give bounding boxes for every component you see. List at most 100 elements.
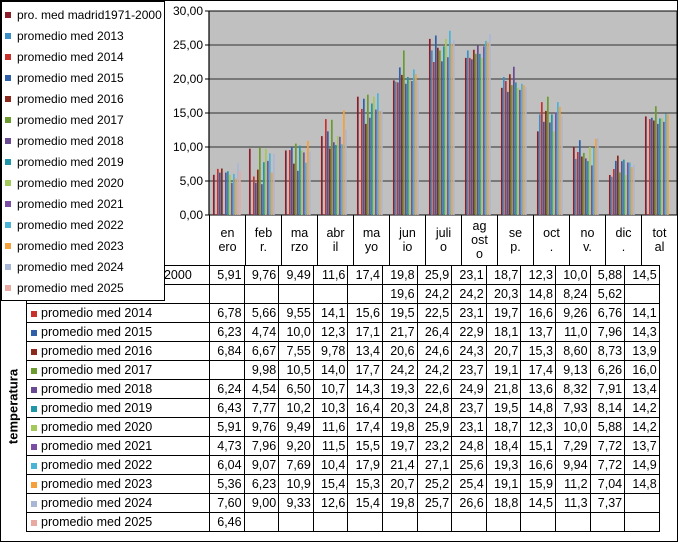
data-label: 21,4 [381,455,418,475]
bar [332,142,335,215]
data-label: 24,2 [416,284,453,304]
data-label: 10,0 [554,417,591,437]
bar [417,80,419,215]
data-label [624,493,660,513]
data-label: 6,23 [209,322,245,342]
data-label: 16,6 [520,303,556,323]
bar [610,176,613,215]
data-label: 19,5 [485,398,522,418]
data-label: 16,4 [347,398,383,418]
data-label [278,512,314,532]
data-label: 13,9 [624,341,660,361]
data-label: 11,6 [312,265,349,285]
bar [510,85,513,216]
bar [479,53,481,216]
bar [362,98,365,215]
y-tick-label: 25,00 [173,38,203,52]
bar [413,69,415,215]
bar [485,40,487,215]
bar [260,184,263,215]
legend-entry: pro. med madrid1971-2000 [5,4,164,25]
legend-label: promedio med 2018 [17,133,124,148]
data-label: 13,4 [624,379,660,399]
data-label: 14,2 [624,417,660,437]
data-label: 9,26 [554,303,591,323]
bar [430,50,433,215]
data-label: 5,91 [209,417,245,437]
bar [544,110,547,215]
series-name: promedio med 2016 [41,344,153,358]
table-row-label: promedio med 2025 [26,512,210,532]
data-label: 10,3 [312,398,349,418]
bar [474,53,477,216]
series-name: promedio med 2014 [41,306,153,320]
bar [561,116,563,215]
data-label: 9,76 [243,417,280,437]
x-tick-label: oct. [533,215,569,265]
data-label: 14,3 [347,379,383,399]
legend-entry: promedio med 2018 [5,130,164,151]
bar [288,150,291,215]
bar [411,81,413,215]
table-row-label: promedio med 2016 [26,341,210,361]
data-label: 19,3 [485,455,522,475]
bar [290,147,293,215]
bar [576,152,579,215]
bar [648,119,651,215]
series-swatch [31,405,37,412]
table-row: promedio med 2025 6,46 [26,512,660,532]
legend-swatch [5,53,11,60]
data-label: 8,60 [554,341,591,361]
legend-label: promedio med 2015 [17,70,124,85]
bar [508,74,511,216]
bar [595,138,597,215]
legend-swatch [5,74,11,81]
bar [415,74,417,216]
bar [625,175,627,215]
data-label [485,512,522,532]
data-label: 7,93 [554,398,591,418]
data-label: 7,55 [278,341,314,361]
y-tick-label: 0,00 [180,208,204,222]
bar [337,136,339,215]
legend-label: promedio med 2016 [17,91,124,106]
data-label: 14,3 [624,322,660,342]
data-label: 25,9 [416,417,453,437]
data-label: 14,1 [624,303,660,323]
bar [553,131,555,215]
table-row: promedio med 2020 5,91 9,76 9,49 11,6 17,4 19,… [26,417,660,437]
data-label: 18,7 [485,265,522,285]
legend-swatch [5,263,11,270]
data-label: 24,9 [451,379,487,399]
bar [618,172,621,215]
series-name: promedio med 2021 [41,439,153,453]
legend: pro. med madrid1971-2000 promedio med 201… [1,1,165,301]
bar [578,140,581,215]
data-label: 11,3 [554,493,591,513]
data-label: 10,7 [312,379,349,399]
bar [548,122,551,215]
data-label [381,512,418,532]
data-label: 6,76 [589,303,626,323]
bar [521,83,523,215]
legend-entry: promedio med 2020 [5,172,164,193]
legend-swatch [5,32,11,39]
table-row-label: promedio med 2022 [26,455,210,475]
legend-entry: promedio med 2022 [5,214,164,235]
bar [356,96,359,215]
series-swatch [31,367,37,374]
data-label: 15,6 [347,303,383,323]
bar [345,129,347,215]
y-tick-label: 15,00 [173,106,203,120]
data-label: 6,23 [243,474,280,494]
bar [296,170,299,215]
bar [265,148,267,215]
bar [428,38,431,215]
data-label: 5,62 [589,284,626,304]
legend-label: promedio med 2022 [17,217,124,232]
bar [301,150,303,215]
table-row-label: promedio med 2024 [26,493,210,513]
legend-entry: promedio med 2025 [5,277,164,298]
data-label: 11,6 [312,417,349,437]
bar [453,40,455,215]
